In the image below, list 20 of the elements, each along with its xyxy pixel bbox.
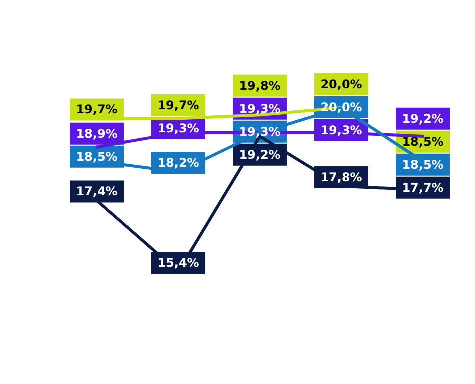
data-label: 19,2% — [239, 148, 281, 162]
data-label: 19,7% — [158, 98, 200, 112]
data-label: 19,3% — [239, 124, 281, 139]
data-label: 15,4% — [158, 256, 200, 270]
data-label: 19,3% — [239, 102, 281, 116]
data-label: 19,3% — [158, 121, 200, 136]
data-label: 19,2% — [402, 112, 444, 126]
data-label: 20,0% — [320, 77, 362, 92]
data-label: 19,7% — [76, 102, 118, 117]
data-label: 19,8% — [239, 78, 281, 93]
data-label: 20,0% — [320, 100, 362, 114]
data-label: 18,5% — [402, 158, 444, 172]
data-label: 18,9% — [76, 126, 118, 141]
data-label: 17,8% — [320, 170, 362, 184]
data-label: 18,5% — [402, 134, 444, 149]
data-label: 17,7% — [402, 180, 444, 195]
data-label: 19,3% — [320, 123, 362, 138]
data-label: 17,4% — [76, 184, 118, 199]
data-label: 18,5% — [76, 150, 118, 164]
data-label: 18,2% — [158, 156, 200, 170]
